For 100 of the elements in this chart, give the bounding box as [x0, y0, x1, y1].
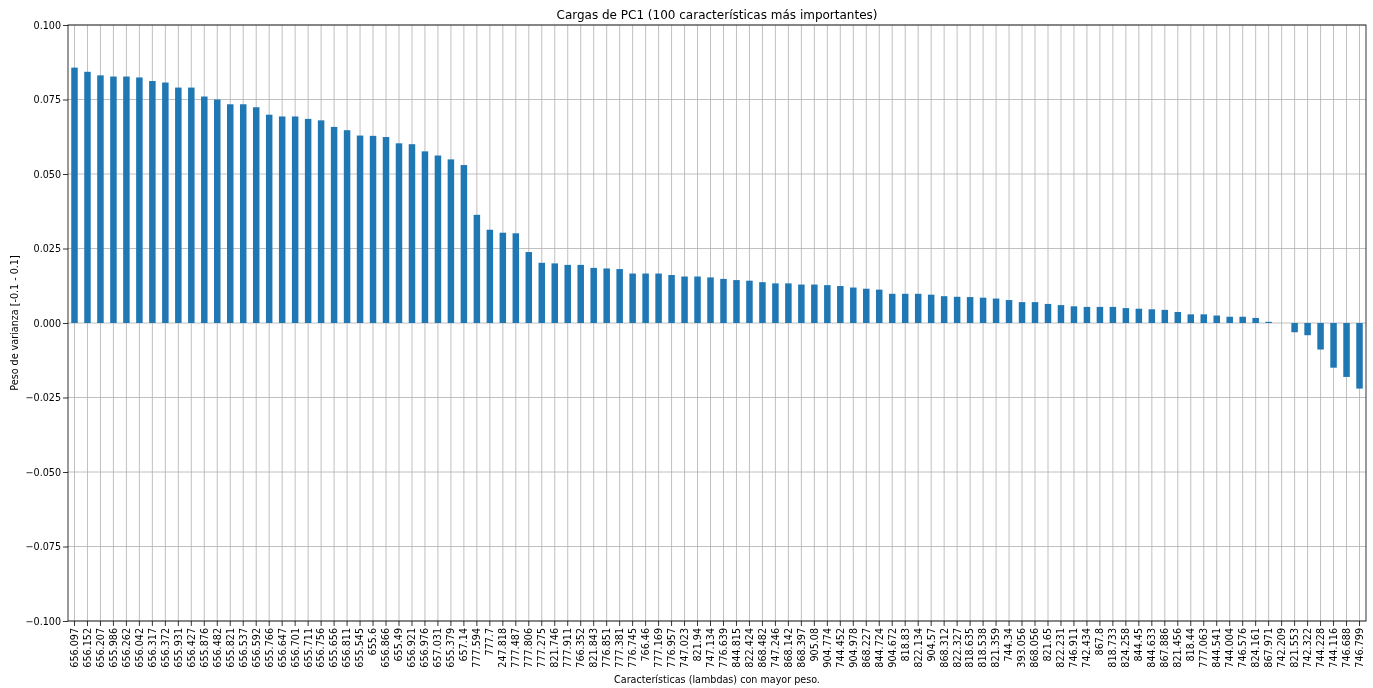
x-tick-label: 656.152: [81, 628, 93, 668]
bar: [1018, 302, 1026, 323]
bar: [1213, 315, 1220, 323]
x-tick-label: 905.08: [808, 628, 820, 662]
x-tick-label: 844.633: [1146, 628, 1158, 668]
bar: [901, 293, 909, 323]
x-axis-title: Características (lambdas) con mayor peso.: [614, 674, 820, 685]
x-tick-label: 744.004: [1224, 628, 1236, 668]
x-tick-label: 822.327: [951, 628, 963, 668]
bar: [888, 293, 896, 323]
bar: [84, 71, 91, 323]
x-tick-label: 822.134: [912, 628, 924, 668]
bar: [149, 81, 156, 323]
bar: [1252, 317, 1259, 323]
bar: [837, 286, 844, 323]
x-tick-label: 868.312: [938, 628, 950, 668]
x-tick-label: 824.161: [1250, 628, 1262, 668]
x-tick-label: 655.711: [302, 628, 314, 668]
x-tick-label: 746.799: [1353, 628, 1365, 668]
x-tick-label: 744.116: [1327, 628, 1339, 668]
x-tick-label: 868.397: [795, 628, 807, 668]
x-tick-label: 868.482: [756, 628, 768, 668]
bar: [824, 285, 831, 323]
x-tick-label: 655.876: [198, 628, 210, 668]
bar: [369, 135, 377, 323]
y-tick-label: −0.100: [25, 615, 61, 627]
bar: [421, 151, 429, 323]
x-tick-label: 777.806: [523, 628, 535, 668]
y-axis-title: Peso de varianza [-0.1 - 0.1]: [9, 255, 20, 391]
bar: [668, 275, 675, 323]
x-tick-label: 744.228: [1314, 628, 1326, 668]
bar: [512, 233, 520, 323]
bar: [1109, 306, 1117, 323]
bar: [1317, 323, 1324, 350]
bar: [876, 289, 883, 323]
x-tick-label: 822.231: [1055, 628, 1067, 668]
x-tick-label: 655.766: [263, 628, 275, 668]
bar: [940, 296, 948, 323]
bar: [1330, 323, 1337, 368]
bar: [914, 293, 922, 323]
x-tick-label: 655.931: [172, 628, 184, 668]
x-tick-label: 247.818: [497, 628, 509, 668]
x-tick-label: 766.46: [639, 628, 651, 662]
x-tick-label: 818.44: [1185, 628, 1197, 662]
x-tick-label: 656.756: [315, 628, 327, 668]
bar: [746, 280, 753, 323]
x-tick-label: 777.594: [471, 628, 483, 668]
x-tick-label: 747.246: [769, 628, 781, 668]
x-tick-label: 655.49: [393, 628, 405, 662]
x-tick-label: 657.14: [458, 628, 470, 662]
x-tick-label: 822.424: [743, 628, 755, 668]
x-tick-label: 821.746: [549, 628, 561, 668]
x-tick-label: 656.042: [133, 628, 145, 668]
bar: [1005, 300, 1013, 323]
bar: [564, 264, 571, 323]
bar: [1070, 306, 1078, 323]
x-tick-label: 777.275: [536, 628, 548, 668]
x-tick-label: 776.851: [601, 628, 613, 668]
bar: [1044, 303, 1052, 323]
bar: [239, 104, 247, 323]
bar: [616, 269, 623, 323]
x-tick-label: 844.45: [1133, 628, 1145, 662]
x-tick-label: 777.7: [484, 628, 496, 656]
x-tick-label: 655.986: [107, 628, 119, 668]
x-tick-label: 655.545: [354, 628, 366, 668]
x-tick-label: 656.427: [185, 628, 197, 668]
y-tick-label: −0.025: [25, 392, 61, 404]
x-tick-label: 393.056: [1016, 628, 1028, 668]
bar: [603, 268, 610, 323]
x-tick-label: 656.317: [146, 628, 158, 668]
bar: [304, 118, 312, 323]
x-tick-label: 656.866: [380, 628, 392, 668]
y-tick-label: 0.050: [33, 168, 61, 180]
x-tick-label: 656.482: [211, 628, 223, 668]
bar: [577, 264, 584, 323]
x-tick-label: 746.688: [1340, 628, 1352, 668]
bar: [694, 276, 701, 323]
bar: [681, 276, 688, 323]
bar: [772, 283, 779, 323]
x-tick-label: 656.262: [120, 628, 132, 668]
bar: [395, 143, 403, 323]
bar: [97, 75, 104, 323]
bar: [798, 284, 805, 323]
x-tick-label: 821.553: [1288, 628, 1300, 668]
y-tick-label: −0.075: [25, 541, 61, 553]
bar: [408, 144, 416, 323]
y-tick-label: −0.050: [25, 466, 61, 478]
x-tick-label: 867.8: [1094, 628, 1106, 656]
x-tick-label: 821.456: [1172, 628, 1184, 668]
bar: [473, 214, 481, 323]
x-tick-label: 657.031: [432, 628, 444, 668]
y-tick-label: 0.100: [33, 19, 61, 31]
x-tick-label: 776.639: [717, 628, 729, 668]
bar: [1239, 316, 1246, 323]
bar: [1304, 323, 1311, 336]
bar: [162, 82, 169, 323]
bar: [850, 287, 857, 323]
x-tick-label: 742.209: [1275, 628, 1287, 668]
x-tick-label: 744.452: [834, 628, 846, 668]
bar: [707, 277, 714, 323]
